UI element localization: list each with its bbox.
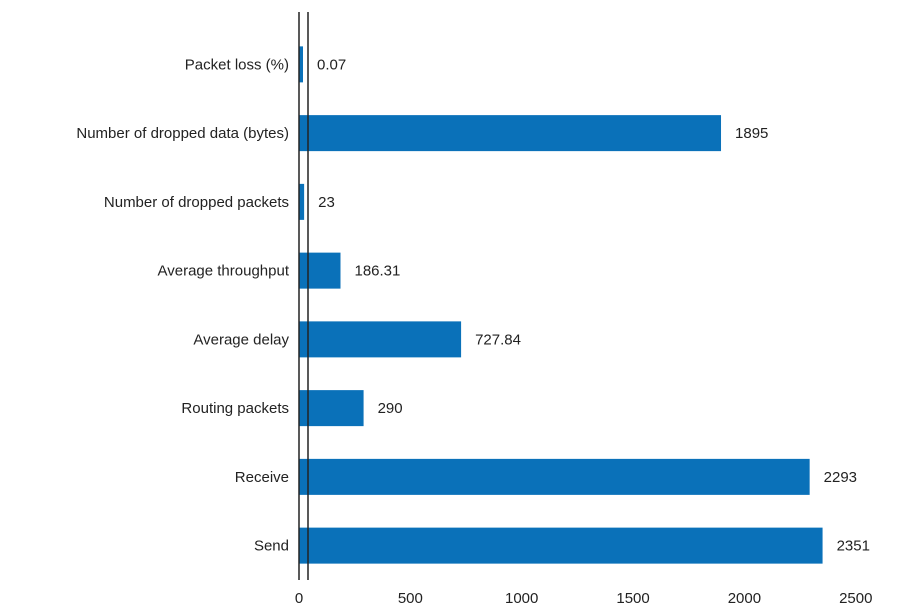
bar-send (299, 527, 823, 564)
x-tick-label-1000: 1000 (505, 590, 538, 607)
category-label-number-of-dropped-data-bytes: Number of dropped data (bytes) (76, 125, 289, 142)
value-label-send: 2351 (837, 538, 870, 555)
x-tick-label-500: 500 (398, 590, 423, 607)
bar-packet-loss (299, 46, 303, 83)
value-label-average-delay: 727.84 (475, 331, 521, 348)
bar-number-of-dropped-packets (299, 183, 305, 220)
category-label-number-of-dropped-packets: Number of dropped packets (104, 194, 289, 211)
value-label-number-of-dropped-packets: 23 (318, 194, 335, 211)
value-label-routing-packets: 290 (378, 400, 403, 417)
bar-receive (299, 458, 810, 495)
category-label-send: Send (254, 538, 289, 555)
x-tick-label-2500: 2500 (839, 590, 872, 607)
x-tick-label-0: 0 (295, 590, 303, 607)
value-label-number-of-dropped-data-bytes: 1895 (735, 125, 768, 142)
bar-number-of-dropped-data-bytes (299, 115, 722, 152)
value-label-average-throughput: 186.31 (354, 263, 400, 280)
labels-layer: Packet loss (%) 0.07 Number of dropped dat… (76, 56, 872, 607)
category-label-packet-loss: Packet loss (%) (185, 56, 289, 73)
x-tick-label-2000: 2000 (728, 590, 761, 607)
bar-average-throughput (299, 252, 341, 289)
x-tick-label-1500: 1500 (616, 590, 649, 607)
bar-routing-packets (299, 390, 364, 427)
category-label-average-throughput: Average throughput (158, 263, 290, 280)
category-label-receive: Receive (235, 469, 289, 486)
category-label-average-delay: Average delay (193, 331, 289, 348)
bar-average-delay (299, 321, 462, 358)
category-label-routing-packets: Routing packets (181, 400, 289, 417)
value-label-packet-loss: 0.07 (317, 56, 346, 73)
value-label-receive: 2293 (824, 469, 857, 486)
axis-layer (298, 12, 309, 580)
bars-layer (299, 46, 823, 564)
